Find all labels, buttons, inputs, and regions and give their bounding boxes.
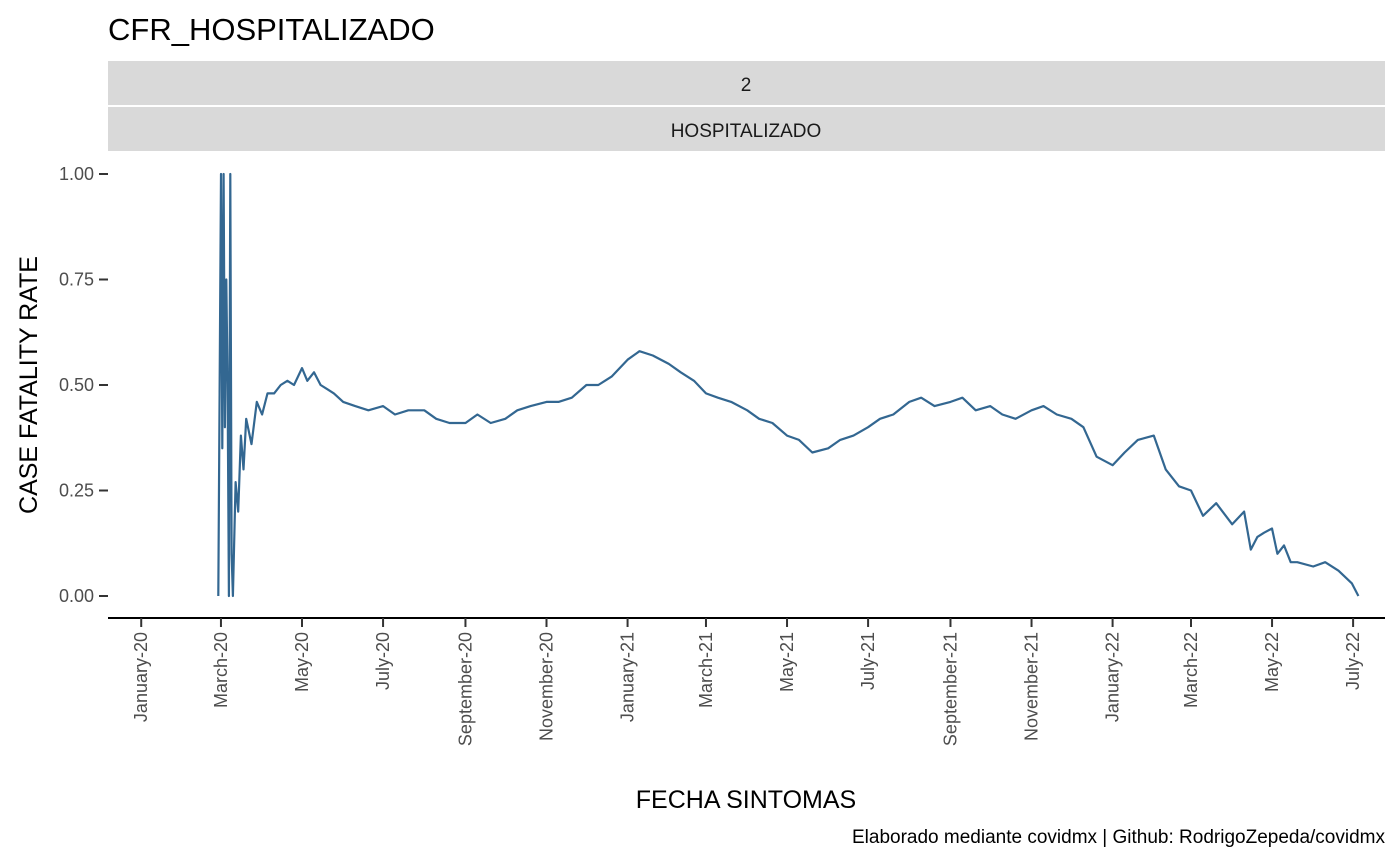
y-tick-label: 0.00 [59,586,94,606]
x-axis: January-20 March-20 May-20 July-20 September… [131,618,1363,746]
facet-strip-top [108,61,1385,105]
x-tick-label: September-20 [455,632,475,746]
series-line [217,172,1360,598]
x-tick-label: March-20 [211,632,231,708]
x-axis-title: FECHA SINTOMAS [636,786,856,814]
x-tick-label: July-22 [1343,632,1363,690]
y-axis: 0.00 0.25 0.50 0.75 1.00 [59,164,108,606]
x-tick-label: May-21 [777,632,797,692]
facet-label-bottom: HOSPITALIZADO [671,121,822,142]
x-tick-label: March-21 [696,632,716,708]
y-tick-label: 0.75 [59,270,94,290]
x-tick-label: January-22 [1103,632,1123,722]
x-tick-label: January-21 [618,632,638,722]
x-tick-label: July-20 [373,632,393,690]
caption: Elaborado mediante covidmx | Github: Rod… [852,827,1385,848]
x-tick-label: July-21 [858,632,878,690]
y-tick-label: 0.25 [59,481,94,501]
x-tick-label: November-21 [1022,632,1042,741]
x-tick-label: November-20 [537,632,557,741]
x-tick-label: May-20 [292,632,312,692]
x-tick-label: March-22 [1181,632,1201,708]
facet-strip-bottom [108,107,1385,151]
chart-title: CFR_HOSPITALIZADO [108,12,435,47]
y-tick-label: 0.50 [59,375,94,395]
x-tick-label: September-21 [940,632,960,746]
y-axis-title: CASE FATALITY RATE [15,256,43,514]
x-tick-label: January-20 [131,632,151,722]
y-tick-label: 1.00 [59,164,94,184]
facet-label-top: 2 [741,75,752,96]
x-tick-label: May-22 [1262,632,1282,692]
